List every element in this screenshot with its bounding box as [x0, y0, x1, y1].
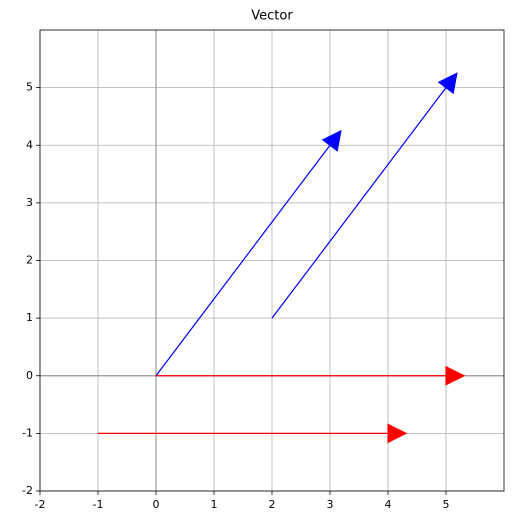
y-tick-label: 5 — [26, 81, 33, 94]
x-tick-label: 4 — [385, 498, 392, 511]
y-tick-label: 0 — [26, 369, 33, 382]
y-tick-label: 3 — [26, 196, 33, 209]
y-tick-label: -2 — [22, 484, 33, 497]
y-tick-label: -1 — [22, 426, 33, 439]
vector-arrow — [155, 129, 342, 377]
x-tick-label: -2 — [35, 498, 46, 511]
x-tick-label: 5 — [443, 498, 450, 511]
y-tick-label: 2 — [26, 254, 33, 267]
vector-arrow — [156, 365, 466, 386]
chart-title: Vector — [251, 9, 293, 24]
x-tick-label: 3 — [327, 498, 334, 511]
y-tick-label: 1 — [26, 311, 33, 324]
y-tick-label: 4 — [26, 138, 33, 151]
vector-arrow — [98, 423, 408, 444]
x-tick-label: 1 — [211, 498, 218, 511]
x-tick-label: 0 — [153, 498, 160, 511]
x-tick-label: 2 — [269, 498, 276, 511]
x-tick-label: -1 — [93, 498, 104, 511]
plot-frame — [39, 29, 505, 492]
vector-arrow — [271, 72, 458, 319]
